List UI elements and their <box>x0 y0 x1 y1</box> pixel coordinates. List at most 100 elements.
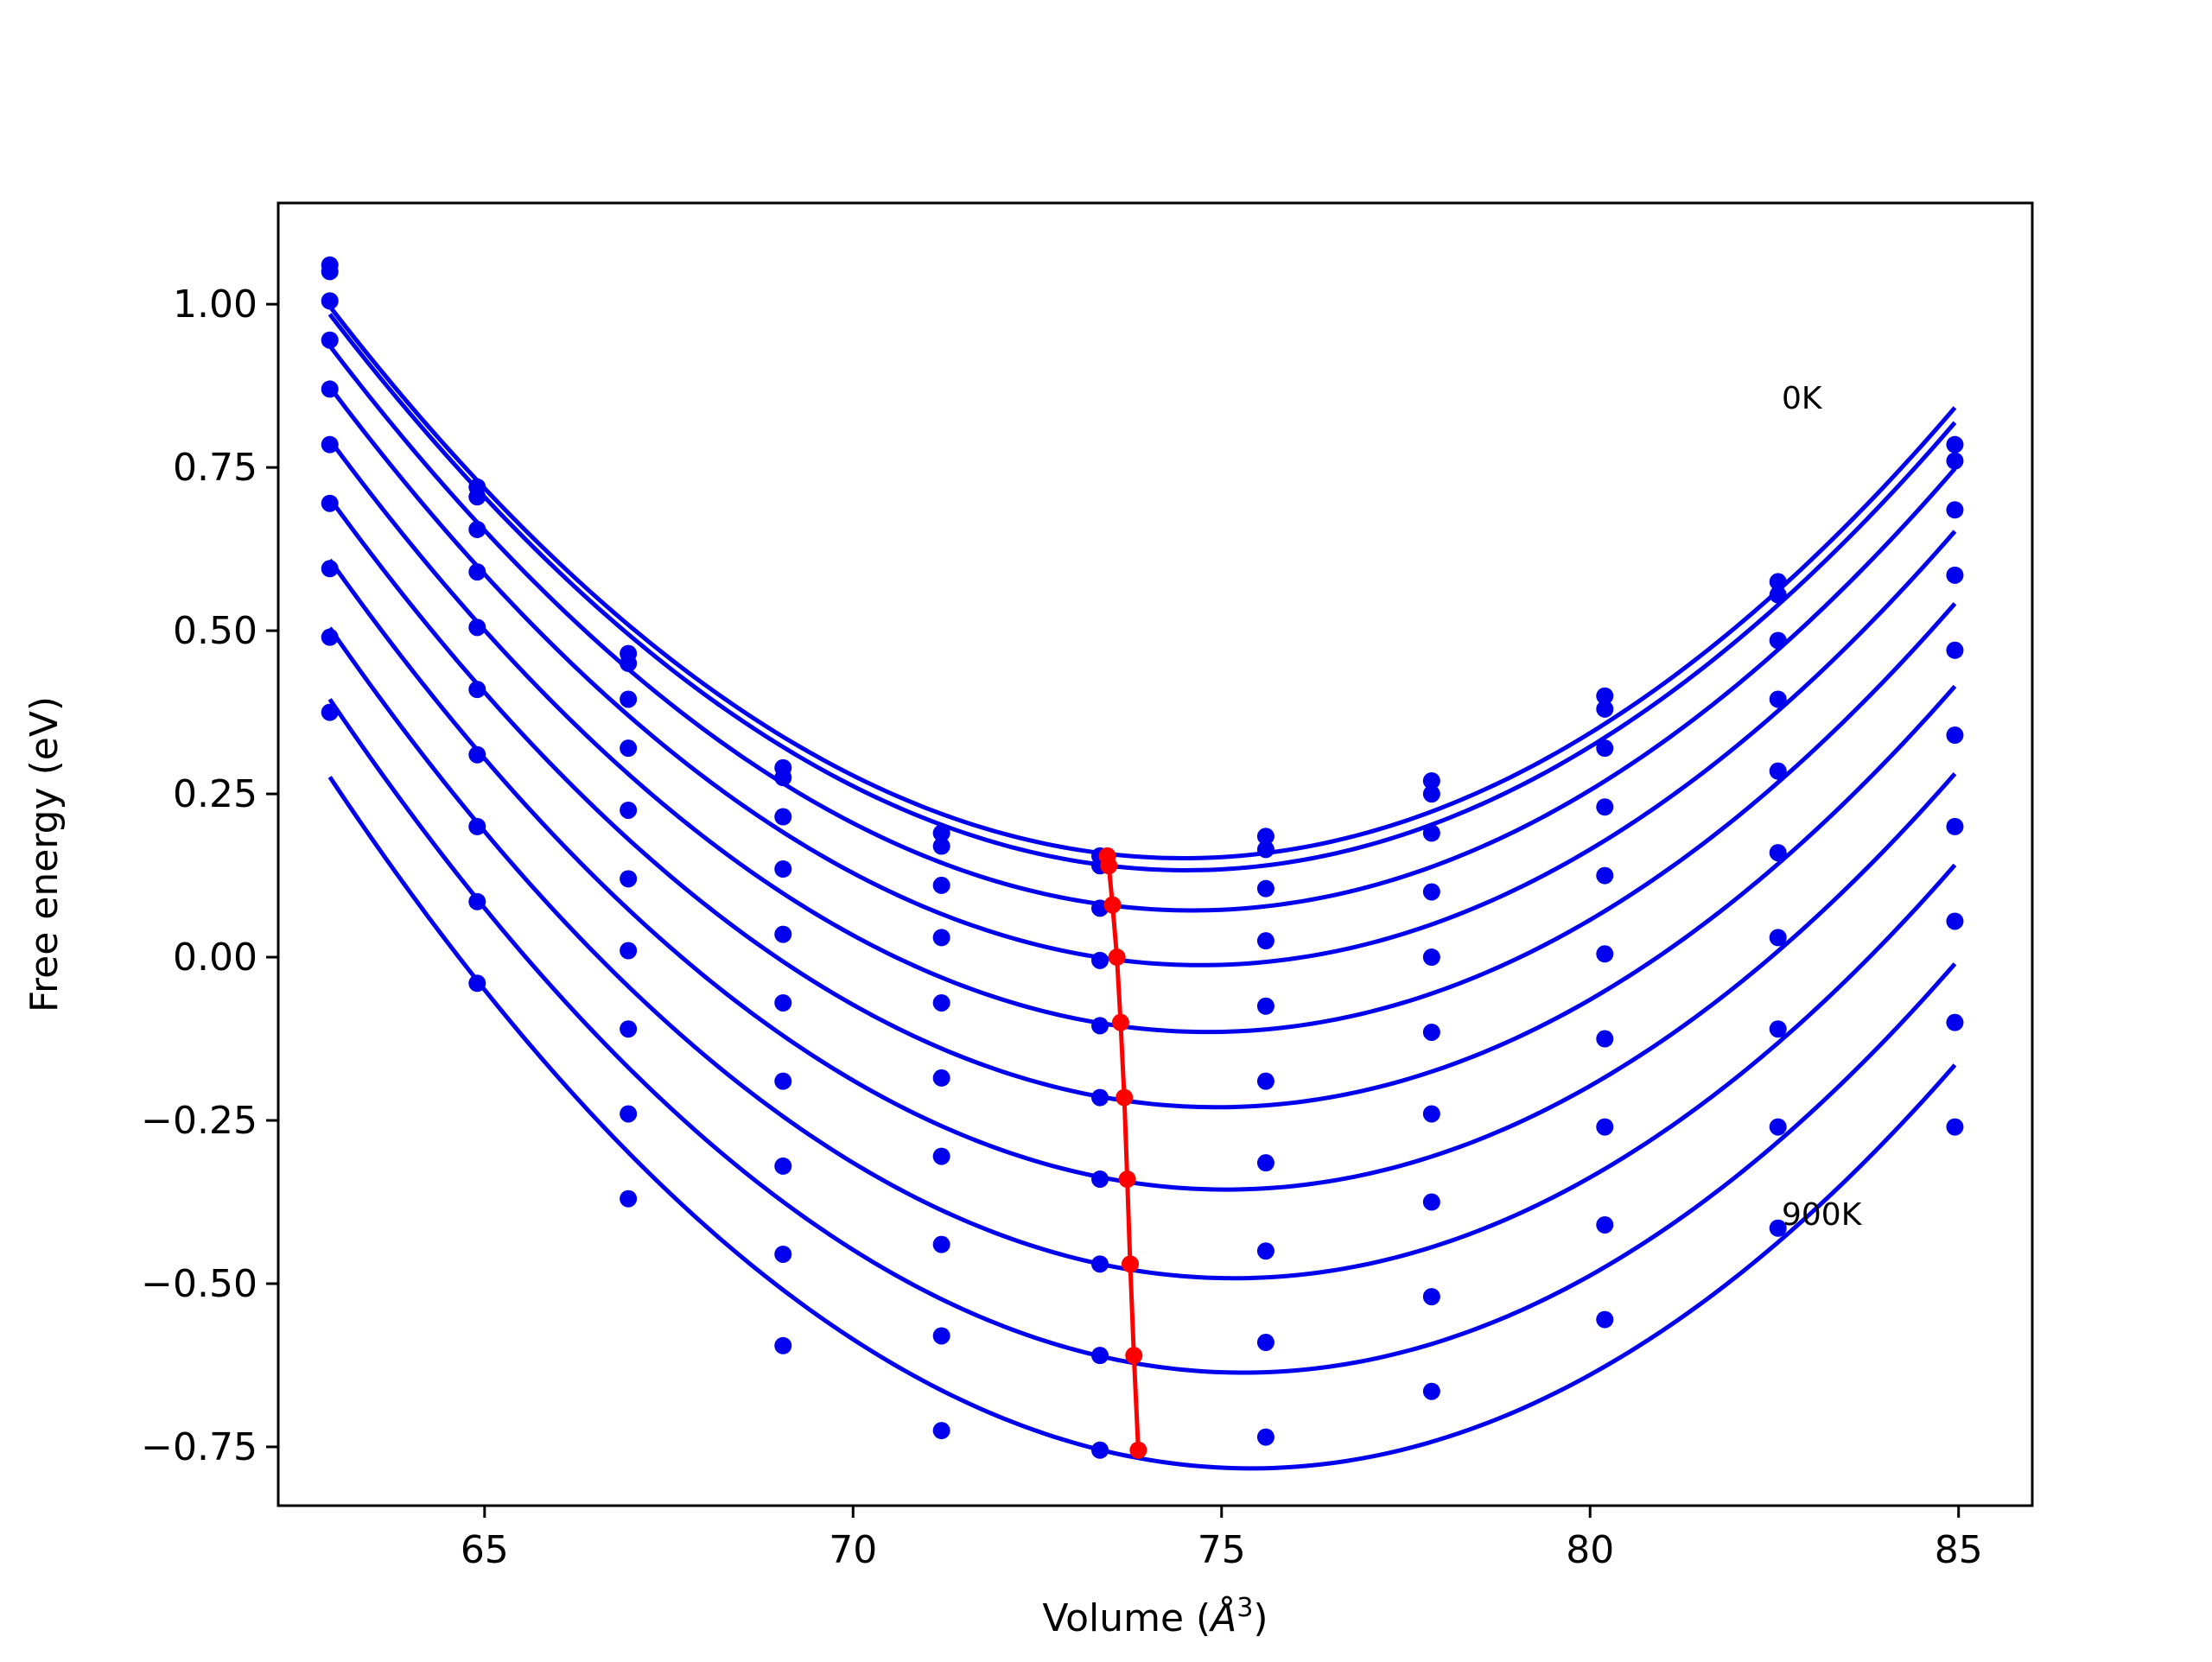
data-point <box>1256 841 1274 859</box>
x-tick-label: 65 <box>461 1528 509 1572</box>
series-5-fit-line <box>327 438 1957 1035</box>
series-9-fit-line <box>327 698 1957 1375</box>
data-point <box>932 824 950 842</box>
data-point <box>321 560 339 578</box>
x-tick-label: 70 <box>829 1528 877 1572</box>
data-point <box>1769 1219 1787 1237</box>
y-axis-title: Free energy (eV) <box>22 696 67 1012</box>
data-point <box>1422 1288 1440 1306</box>
y-tick-label: −0.50 <box>141 1262 257 1306</box>
data-point <box>1946 566 1964 584</box>
data-point <box>1769 1020 1787 1038</box>
series-4 <box>321 331 1964 969</box>
data-point <box>1256 879 1274 898</box>
data-point <box>1422 771 1440 790</box>
data-point <box>620 1105 638 1123</box>
plot-frame <box>276 201 2034 1507</box>
data-point <box>1422 1023 1440 1041</box>
data-point <box>468 520 486 538</box>
minimum-point <box>1100 857 1118 875</box>
data-point <box>468 817 486 835</box>
data-point <box>1946 501 1964 519</box>
series-7-fit-line <box>327 558 1957 1192</box>
data-point <box>1091 951 1109 969</box>
x-axis: 65 70 75 80 85 <box>461 1506 1983 1572</box>
series-2 <box>321 263 1964 875</box>
y-tick-label: 0.75 <box>173 446 257 490</box>
series-7 <box>321 494 1964 1192</box>
minimum-point <box>1108 948 1126 967</box>
y-tick-label: −0.25 <box>141 1099 257 1143</box>
data-point <box>468 563 486 581</box>
data-point <box>321 703 339 721</box>
data-point <box>1769 631 1787 650</box>
data-point <box>620 1020 638 1038</box>
data-point <box>1596 798 1614 816</box>
series-1-fit-line <box>327 305 1957 861</box>
data-point <box>468 618 486 637</box>
annotations: 0K 900K <box>1782 381 1863 1233</box>
data-point <box>1946 1013 1964 1031</box>
data-point <box>1256 1334 1274 1352</box>
x-tick-label: 75 <box>1198 1528 1246 1572</box>
data-point <box>620 1189 638 1208</box>
data-point <box>1256 1428 1274 1446</box>
y-tick-label: 0.25 <box>173 772 257 816</box>
data-point <box>1596 739 1614 758</box>
data-point <box>774 925 792 943</box>
data-point <box>321 263 339 281</box>
data-point <box>1946 817 1964 835</box>
annotation-label: 0K <box>1782 381 1823 416</box>
data-point <box>1946 641 1964 659</box>
series-10 <box>321 703 1964 1471</box>
data-point <box>620 870 638 888</box>
data-point <box>1769 586 1787 604</box>
series-8-fit-line <box>327 626 1957 1281</box>
data-point <box>1769 690 1787 708</box>
data-point <box>1596 700 1614 718</box>
data-point <box>1422 883 1440 901</box>
data-point <box>932 1235 950 1253</box>
data-point <box>774 1157 792 1175</box>
data-point <box>1596 687 1614 705</box>
series-4-fit-line <box>327 385 1957 967</box>
data-point <box>620 739 638 758</box>
data-point <box>1422 1382 1440 1400</box>
data-point <box>1422 785 1440 803</box>
data-point <box>468 488 486 506</box>
series-1 <box>321 256 1964 865</box>
data-point <box>1422 948 1440 967</box>
y-tick-label: 0.50 <box>173 609 257 653</box>
series-3-fit-line <box>327 344 1957 913</box>
data-point <box>1091 1017 1109 1035</box>
data-point <box>1769 844 1787 862</box>
data-point <box>774 860 792 879</box>
minima-layer <box>1098 847 1147 1459</box>
series-layer <box>321 256 1964 1471</box>
data-point <box>932 1147 950 1165</box>
data-point <box>1256 1072 1274 1090</box>
data-point <box>1091 1088 1109 1107</box>
data-point <box>468 745 486 764</box>
data-point <box>1422 824 1440 842</box>
data-point <box>321 628 339 646</box>
y-tick-label: 0.00 <box>173 936 257 980</box>
data-point <box>1769 573 1787 591</box>
data-point <box>774 993 792 1012</box>
data-point <box>932 1422 950 1440</box>
series-6 <box>321 435 1964 1110</box>
data-point <box>1596 866 1614 885</box>
data-point <box>468 681 486 699</box>
x-axis-title: Volume (Å3) <box>1042 1593 1268 1641</box>
series-2-fit-line <box>327 313 1957 872</box>
x-tick-label: 85 <box>1935 1528 1983 1572</box>
data-point <box>774 808 792 826</box>
minimum-point <box>1103 896 1122 914</box>
data-point <box>1946 435 1964 454</box>
data-point <box>620 801 638 819</box>
data-point <box>1422 1193 1440 1211</box>
minimum-point <box>1129 1441 1147 1459</box>
data-point <box>1256 932 1274 950</box>
minimum-point <box>1111 1013 1129 1031</box>
data-point <box>774 1245 792 1263</box>
